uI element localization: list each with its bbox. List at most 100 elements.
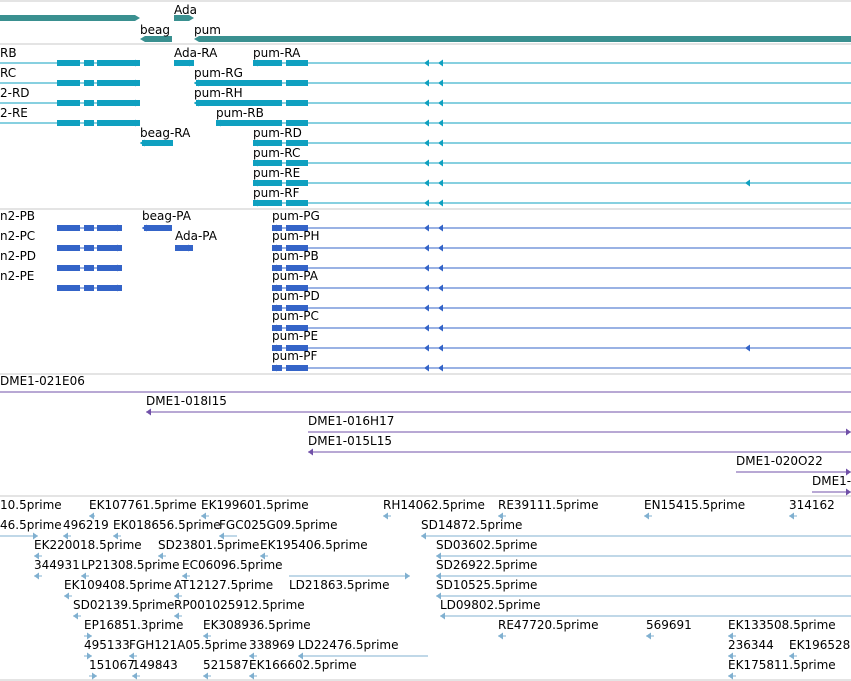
feature-label[interactable]: n2-PD xyxy=(0,249,36,263)
feature-label[interactable]: LD09802.5prime xyxy=(440,598,541,612)
feature[interactable]: SD26922.5prime xyxy=(436,558,851,580)
feature[interactable]: EK166602.5prime xyxy=(249,658,357,680)
feature[interactable]: AT12127.5prime xyxy=(174,578,273,600)
feature[interactable]: DME1-020O22 xyxy=(736,454,851,476)
feature-label[interactable]: pum-RD xyxy=(253,126,302,140)
gene-bar[interactable] xyxy=(194,36,851,42)
feature[interactable]: pum-RG xyxy=(194,66,851,87)
feature[interactable]: 314162 xyxy=(789,498,835,520)
feature-label[interactable]: LD21863.5prime xyxy=(289,578,390,592)
feature-label[interactable]: EK308936.5prime xyxy=(203,618,311,632)
feature[interactable]: DME1-015L15 xyxy=(308,434,851,456)
feature-label[interactable]: 344931 xyxy=(34,558,80,572)
feature[interactable]: 2-RE xyxy=(0,106,140,127)
feature[interactable]: EK308936.5prime xyxy=(203,618,311,640)
feature-label[interactable]: Ada xyxy=(174,3,197,17)
feature[interactable]: EK199601.5prime xyxy=(201,498,309,520)
feature[interactable]: pum-PH xyxy=(272,229,851,252)
feature[interactable]: SD03602.5prime xyxy=(436,538,851,560)
feature-label[interactable]: pum-PA xyxy=(272,269,319,283)
feature[interactable]: pum-RC xyxy=(253,146,851,167)
feature[interactable]: Ada-RA xyxy=(174,46,218,67)
feature-label[interactable]: 569691 xyxy=(646,618,692,632)
feature[interactable]: 236344 xyxy=(728,638,774,660)
feature[interactable]: n2-PD xyxy=(0,249,122,272)
feature[interactable]: DME1-018I15 xyxy=(146,394,851,416)
feature[interactable]: EC06096.5prime xyxy=(182,558,283,580)
feature[interactable]: EK195406.5prime xyxy=(260,538,368,560)
feature[interactable]: pum-PE xyxy=(272,329,851,352)
feature-label[interactable]: beag-PA xyxy=(142,209,192,223)
feature-label[interactable]: EK133508.5prime xyxy=(728,618,836,632)
feature-label[interactable]: 496219 xyxy=(63,518,109,532)
feature[interactable]: Ada-PA xyxy=(175,229,218,252)
feature-label[interactable]: AT12127.5prime xyxy=(174,578,273,592)
feature-label[interactable]: EK220018.5prime xyxy=(34,538,142,552)
feature[interactable] xyxy=(0,15,140,21)
feature-label[interactable]: Ada-PA xyxy=(175,229,218,243)
feature-label[interactable]: RB xyxy=(0,46,17,60)
feature-label[interactable]: DME1-020O22 xyxy=(736,454,823,468)
feature-label[interactable]: DME1-018I15 xyxy=(146,394,227,408)
feature[interactable]: RE39111.5prime xyxy=(498,498,599,520)
feature-label[interactable]: SD23801.5prime xyxy=(158,538,259,552)
feature-label[interactable]: RC xyxy=(0,66,16,80)
feature[interactable]: 151067 xyxy=(89,658,135,680)
feature-label[interactable]: DME1-015L15 xyxy=(308,434,392,448)
feature-label[interactable]: 236344 xyxy=(728,638,774,652)
feature-label[interactable]: RE39111.5prime xyxy=(498,498,599,512)
feature[interactable]: SD10525.5prime xyxy=(436,578,851,600)
feature[interactable]: SD23801.5prime xyxy=(158,538,259,560)
feature[interactable]: beag-PA xyxy=(142,209,192,232)
feature-label[interactable]: EN15415.5prime xyxy=(644,498,745,512)
feature-label[interactable]: SD10525.5prime xyxy=(436,578,537,592)
feature-label[interactable]: 521587 xyxy=(203,658,249,672)
feature-label[interactable]: pum-PC xyxy=(272,309,319,323)
feature-label[interactable]: EK166602.5prime xyxy=(249,658,357,672)
feature-label[interactable]: LD22476.5prime xyxy=(298,638,399,652)
feature-label[interactable]: beag xyxy=(140,23,170,37)
feature-label[interactable]: EK107761.5prime xyxy=(89,498,197,512)
gene-bar[interactable] xyxy=(0,15,140,21)
feature[interactable]: pum-PG xyxy=(272,209,851,232)
feature[interactable]: SD02139.5prime xyxy=(73,598,174,620)
feature[interactable]: RB xyxy=(0,46,140,67)
feature-label[interactable]: 151067 xyxy=(89,658,135,672)
feature[interactable]: EK107761.5prime xyxy=(89,498,197,520)
feature-label[interactable]: Ada-RA xyxy=(174,46,218,60)
feature-label[interactable]: 2-RD xyxy=(0,86,30,100)
feature-label[interactable]: n2-PC xyxy=(0,229,35,243)
feature-label[interactable]: 314162 xyxy=(789,498,835,512)
feature-label[interactable]: EK195406.5prime xyxy=(260,538,368,552)
feature-label[interactable]: n2-PB xyxy=(0,209,35,223)
feature-label[interactable]: pum-PE xyxy=(272,329,318,343)
feature[interactable]: pum-RA xyxy=(253,46,851,67)
feature-label[interactable]: 2-RE xyxy=(0,106,28,120)
feature-label[interactable]: SD26922.5prime xyxy=(436,558,537,572)
feature[interactable]: EK175811.5prime xyxy=(728,658,836,680)
feature[interactable]: pum-RD xyxy=(253,126,851,147)
feature[interactable]: LD09802.5prime xyxy=(440,598,851,620)
feature-label[interactable]: LP21308.5prime xyxy=(81,558,180,572)
feature-label[interactable]: RE47720.5prime xyxy=(498,618,599,632)
feature[interactable]: n2-PE xyxy=(0,269,122,292)
feature-label[interactable]: SD03602.5prime xyxy=(436,538,537,552)
feature-label[interactable]: pum xyxy=(194,23,221,37)
feature-label[interactable]: 10.5prime xyxy=(0,498,62,512)
feature[interactable]: pum-RF xyxy=(253,186,851,207)
feature-label[interactable]: pum-PD xyxy=(272,289,320,303)
feature-label[interactable]: SD14872.5prime xyxy=(421,518,522,532)
feature[interactable]: LD21863.5prime xyxy=(289,572,410,593)
feature[interactable]: pum-RB xyxy=(216,106,851,127)
feature-label[interactable]: n2-PE xyxy=(0,269,34,283)
feature-label[interactable]: SD02139.5prime xyxy=(73,598,174,612)
feature-label[interactable]: 495133 xyxy=(84,638,130,652)
feature[interactable]: 496219 xyxy=(63,518,109,540)
feature[interactable]: DME1- xyxy=(812,474,851,496)
feature-label[interactable]: 46.5prime xyxy=(0,518,62,532)
feature[interactable]: 338969 xyxy=(249,638,295,660)
feature-label[interactable]: FGH121A05.5prime xyxy=(129,638,247,652)
feature[interactable]: pum-RH xyxy=(194,86,851,107)
feature-label[interactable]: pum-PH xyxy=(272,229,320,243)
feature[interactable]: FGC025G09.5prime xyxy=(219,518,337,540)
